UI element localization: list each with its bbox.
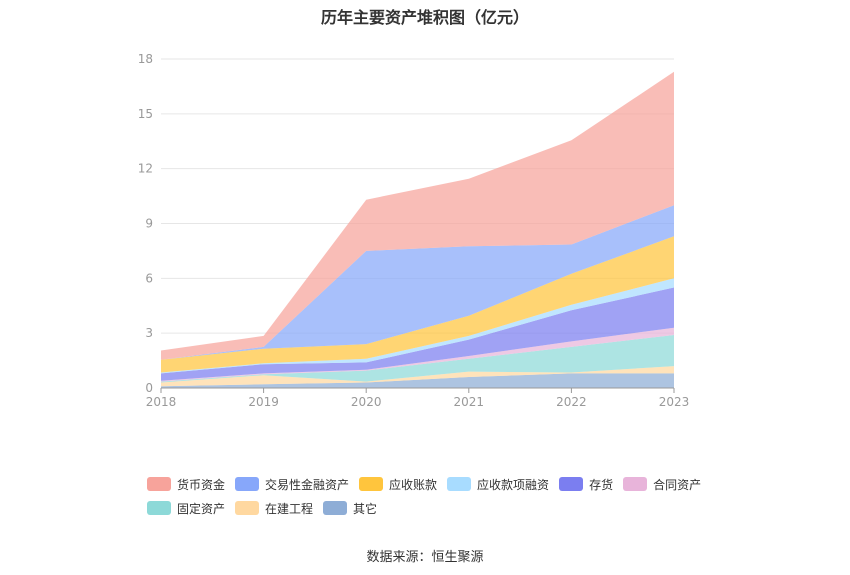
legend-item[interactable]: 交易性金融资产 — [235, 476, 349, 493]
area-series-8 — [161, 71, 674, 360]
legend-item[interactable]: 合同资产 — [623, 476, 701, 493]
x-tick-label: 2018 — [146, 395, 177, 409]
x-tick-label: 2021 — [454, 395, 485, 409]
area-series-1 — [161, 366, 674, 387]
area-series-6 — [161, 236, 674, 373]
legend-item[interactable]: 应收账款 — [359, 476, 437, 493]
y-tick-label: 0 — [145, 381, 153, 395]
legend-swatch — [235, 501, 260, 515]
x-tick-label: 2020 — [351, 395, 382, 409]
legend-label: 在建工程 — [265, 501, 314, 516]
legend-label: 合同资产 — [653, 477, 702, 492]
y-tick-label: 15 — [138, 107, 153, 121]
source-note: 数据来源：恒生聚源 — [366, 550, 484, 565]
legend-label: 交易性金融资产 — [265, 477, 350, 492]
stacked-areas — [161, 71, 674, 388]
area-series-4 — [161, 287, 674, 381]
area-series-2 — [161, 335, 674, 383]
legend-item[interactable]: 应收款项融资 — [447, 476, 549, 493]
chart-title: 历年主要资产堆积图（亿元） — [320, 8, 529, 27]
legend-row: 货币资金 交易性金融资产 应收账款 应收款项融资 存货 合同资产 — [147, 472, 727, 496]
legend-swatch — [559, 477, 584, 491]
x-tick-label: 2019 — [248, 395, 279, 409]
legend-swatch — [147, 477, 171, 491]
y-tick-label: 12 — [138, 162, 153, 176]
legend-swatch — [623, 477, 648, 491]
legend-label: 存货 — [589, 477, 614, 492]
legend-row: 固定资产 在建工程 其它 — [147, 496, 727, 520]
legend-item[interactable]: 固定资产 — [147, 500, 225, 517]
legend-swatch — [323, 501, 348, 515]
legend: 货币资金 交易性金融资产 应收账款 应收款项融资 存货 合同资产固定资产 在建工程 其它 — [147, 472, 727, 520]
axes: 0 3 6 9 12 15 18 2018 2019 2020 2021 2022 2023 — [138, 52, 690, 409]
legend-item[interactable]: 在建工程 — [235, 500, 313, 517]
legend-label: 固定资产 — [177, 501, 226, 516]
legend-label: 货币资金 — [177, 477, 226, 492]
legend-item[interactable]: 货币资金 — [147, 476, 225, 493]
legend-swatch — [235, 477, 260, 491]
legend-swatch — [359, 477, 384, 491]
legend-swatch — [147, 501, 171, 515]
x-tick-label: 2023 — [659, 395, 690, 409]
y-tick-label: 18 — [138, 52, 153, 66]
area-series-0 — [161, 373, 674, 388]
legend-label: 其它 — [353, 501, 378, 516]
legend-label: 应收账款 — [389, 477, 438, 492]
legend-item[interactable]: 其它 — [323, 500, 377, 517]
y-tick-label: 6 — [145, 271, 153, 285]
legend-swatch — [447, 477, 472, 491]
area-series-7 — [161, 205, 674, 360]
legend-label: 应收款项融资 — [477, 477, 550, 492]
y-tick-label: 9 — [145, 217, 153, 231]
y-tick-label: 3 — [145, 326, 153, 340]
x-tick-label: 2022 — [556, 395, 587, 409]
legend-item[interactable]: 存货 — [559, 476, 613, 493]
